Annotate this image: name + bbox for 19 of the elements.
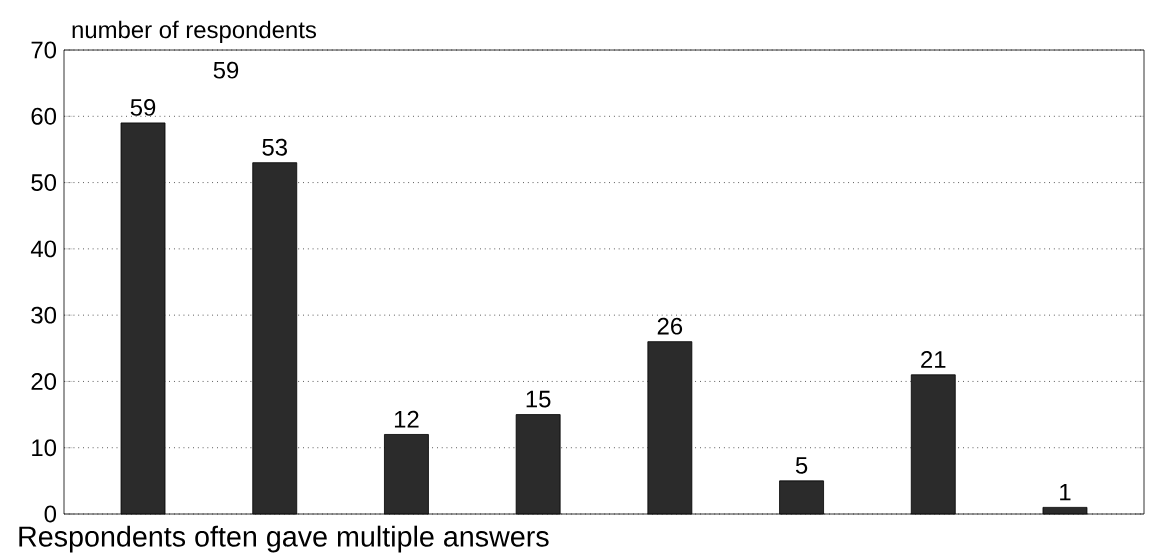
- y-tick-label: 20: [31, 372, 57, 390]
- data-label: 59: [130, 98, 156, 116]
- data-label: 5: [795, 457, 808, 474]
- data-label: 53: [262, 138, 287, 156]
- annotation: 59: [213, 61, 239, 79]
- y-tick-label: 60: [31, 107, 57, 125]
- y-tick-label: 50: [31, 174, 57, 192]
- data-label: 12: [394, 410, 419, 428]
- text: Respondents often gave multiple answers: [19, 525, 549, 553]
- y-tick-label: 70: [31, 41, 57, 59]
- y-axis-title: number of respondents: [72, 20, 317, 43]
- data-label: 26: [657, 317, 683, 335]
- y-tick-label: 30: [31, 306, 57, 324]
- data-label: 15: [526, 390, 551, 408]
- y-tick-label: 0: [44, 505, 57, 523]
- data-label: 21: [921, 351, 946, 368]
- data-label: 1: [1060, 483, 1071, 501]
- y-tick-label: 10: [32, 439, 57, 457]
- y-tick-label: 40: [30, 240, 57, 258]
